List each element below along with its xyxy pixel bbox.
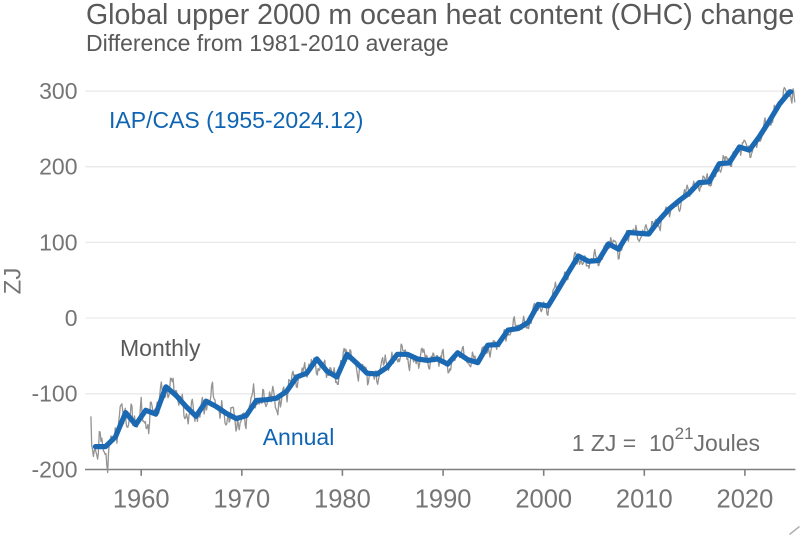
svg-text:Annual: Annual [263,424,335,450]
svg-text:IAP/CAS (1955-2024.12): IAP/CAS (1955-2024.12) [109,107,363,133]
svg-text:2020: 2020 [717,486,774,514]
svg-text:200: 200 [39,154,77,180]
svg-text:100: 100 [39,229,77,255]
svg-text:Difference from 1981-2010 aver: Difference from 1981-2010 average [86,30,449,56]
svg-text:1990: 1990 [415,486,472,514]
svg-text:-200: -200 [31,456,77,482]
svg-text:1 ZJ = 1021Joules: 1 ZJ = 1021Joules [572,424,760,456]
svg-text:ZJ: ZJ [0,268,27,295]
svg-text:0: 0 [65,305,78,331]
svg-text:Global upper 2000 m ocean heat: Global upper 2000 m ocean heat content (… [86,0,794,31]
svg-text:1970: 1970 [213,486,270,514]
svg-text:2000: 2000 [515,486,572,514]
svg-text:1960: 1960 [113,486,170,514]
svg-text:-100: -100 [31,381,77,407]
svg-text:300: 300 [39,78,77,104]
svg-text:2010: 2010 [616,486,673,514]
svg-text:1980: 1980 [314,486,371,514]
svg-text:Monthly: Monthly [120,335,201,361]
